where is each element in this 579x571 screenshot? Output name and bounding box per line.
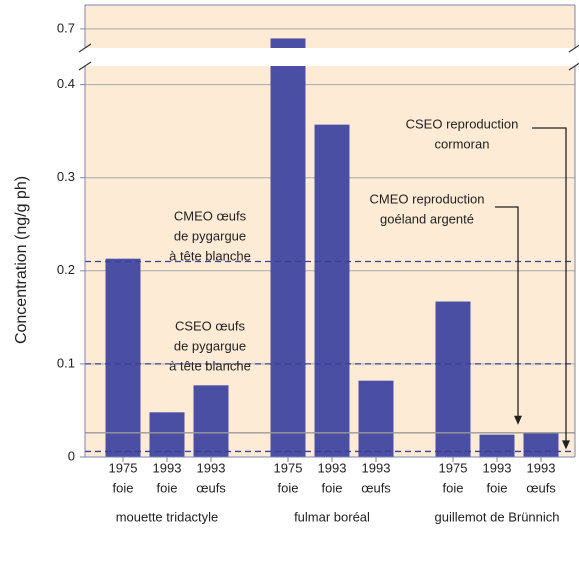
x-tick-label: 1993 [153, 460, 182, 475]
reference-label: de pygargue [174, 338, 246, 353]
x-tick-sublabel: foie [278, 480, 299, 495]
reference-label: CMEO reproduction [370, 191, 485, 206]
bar [105, 258, 141, 457]
group-label: guillemot de Brünnich [434, 509, 559, 524]
bar [358, 380, 394, 457]
y-tick-label: 0 [68, 448, 75, 463]
x-tick-sublabel: œufs [196, 480, 226, 495]
y-tick-label: 0.7 [57, 20, 75, 35]
y-axis-title: Concentration (ng/g ph) [13, 176, 30, 344]
reference-label: à tête blanche [169, 248, 251, 263]
axis-break [78, 43, 579, 71]
y-tick-label: 0.2 [57, 262, 75, 277]
reference-label: CSEO reproduction [406, 116, 519, 131]
x-tick-label: 1993 [483, 460, 512, 475]
x-tick-sublabel: foie [157, 480, 178, 495]
x-tick-sublabel: œufs [361, 480, 391, 495]
bar [314, 124, 350, 458]
x-tick-label: 1975 [109, 460, 138, 475]
x-tick-sublabel: foie [487, 480, 508, 495]
x-tick-sublabel: foie [322, 480, 343, 495]
bar [479, 434, 515, 457]
bar [523, 432, 559, 457]
x-tick-label: 1993 [362, 460, 391, 475]
x-tick-label: 1993 [318, 460, 347, 475]
bar [149, 412, 185, 457]
arrow-head [514, 415, 522, 425]
reference-label: CMEO œufs [174, 208, 247, 223]
bar [193, 385, 229, 457]
upper-panel [85, 5, 575, 48]
x-tick-sublabel: foie [443, 480, 464, 495]
bar [435, 301, 471, 457]
callout-arrow [495, 206, 519, 418]
reference-label: à tête blanche [169, 358, 251, 373]
reference-label: CSEO œufs [175, 318, 246, 333]
callout-arrow [532, 127, 567, 443]
reference-label: de pygargue [174, 228, 246, 243]
x-tick-label: 1993 [197, 460, 226, 475]
reference-label: goéland argenté [380, 211, 474, 226]
x-tick-label: 1993 [527, 460, 556, 475]
bar-upper [270, 38, 306, 48]
y-tick-label: 0.1 [57, 355, 75, 370]
reference-label: cormoran [435, 136, 490, 151]
x-tick-label: 1975 [439, 460, 468, 475]
group-label: mouette tridactyle [116, 509, 219, 524]
group-label: fulmar boréal [294, 509, 370, 524]
y-tick-label: 0.4 [57, 76, 75, 91]
x-tick-sublabel: foie [113, 480, 134, 495]
arrow-head [562, 440, 570, 450]
y-tick-label: 0.3 [57, 169, 75, 184]
x-tick-label: 1975 [274, 460, 303, 475]
x-tick-sublabel: œufs [526, 480, 556, 495]
